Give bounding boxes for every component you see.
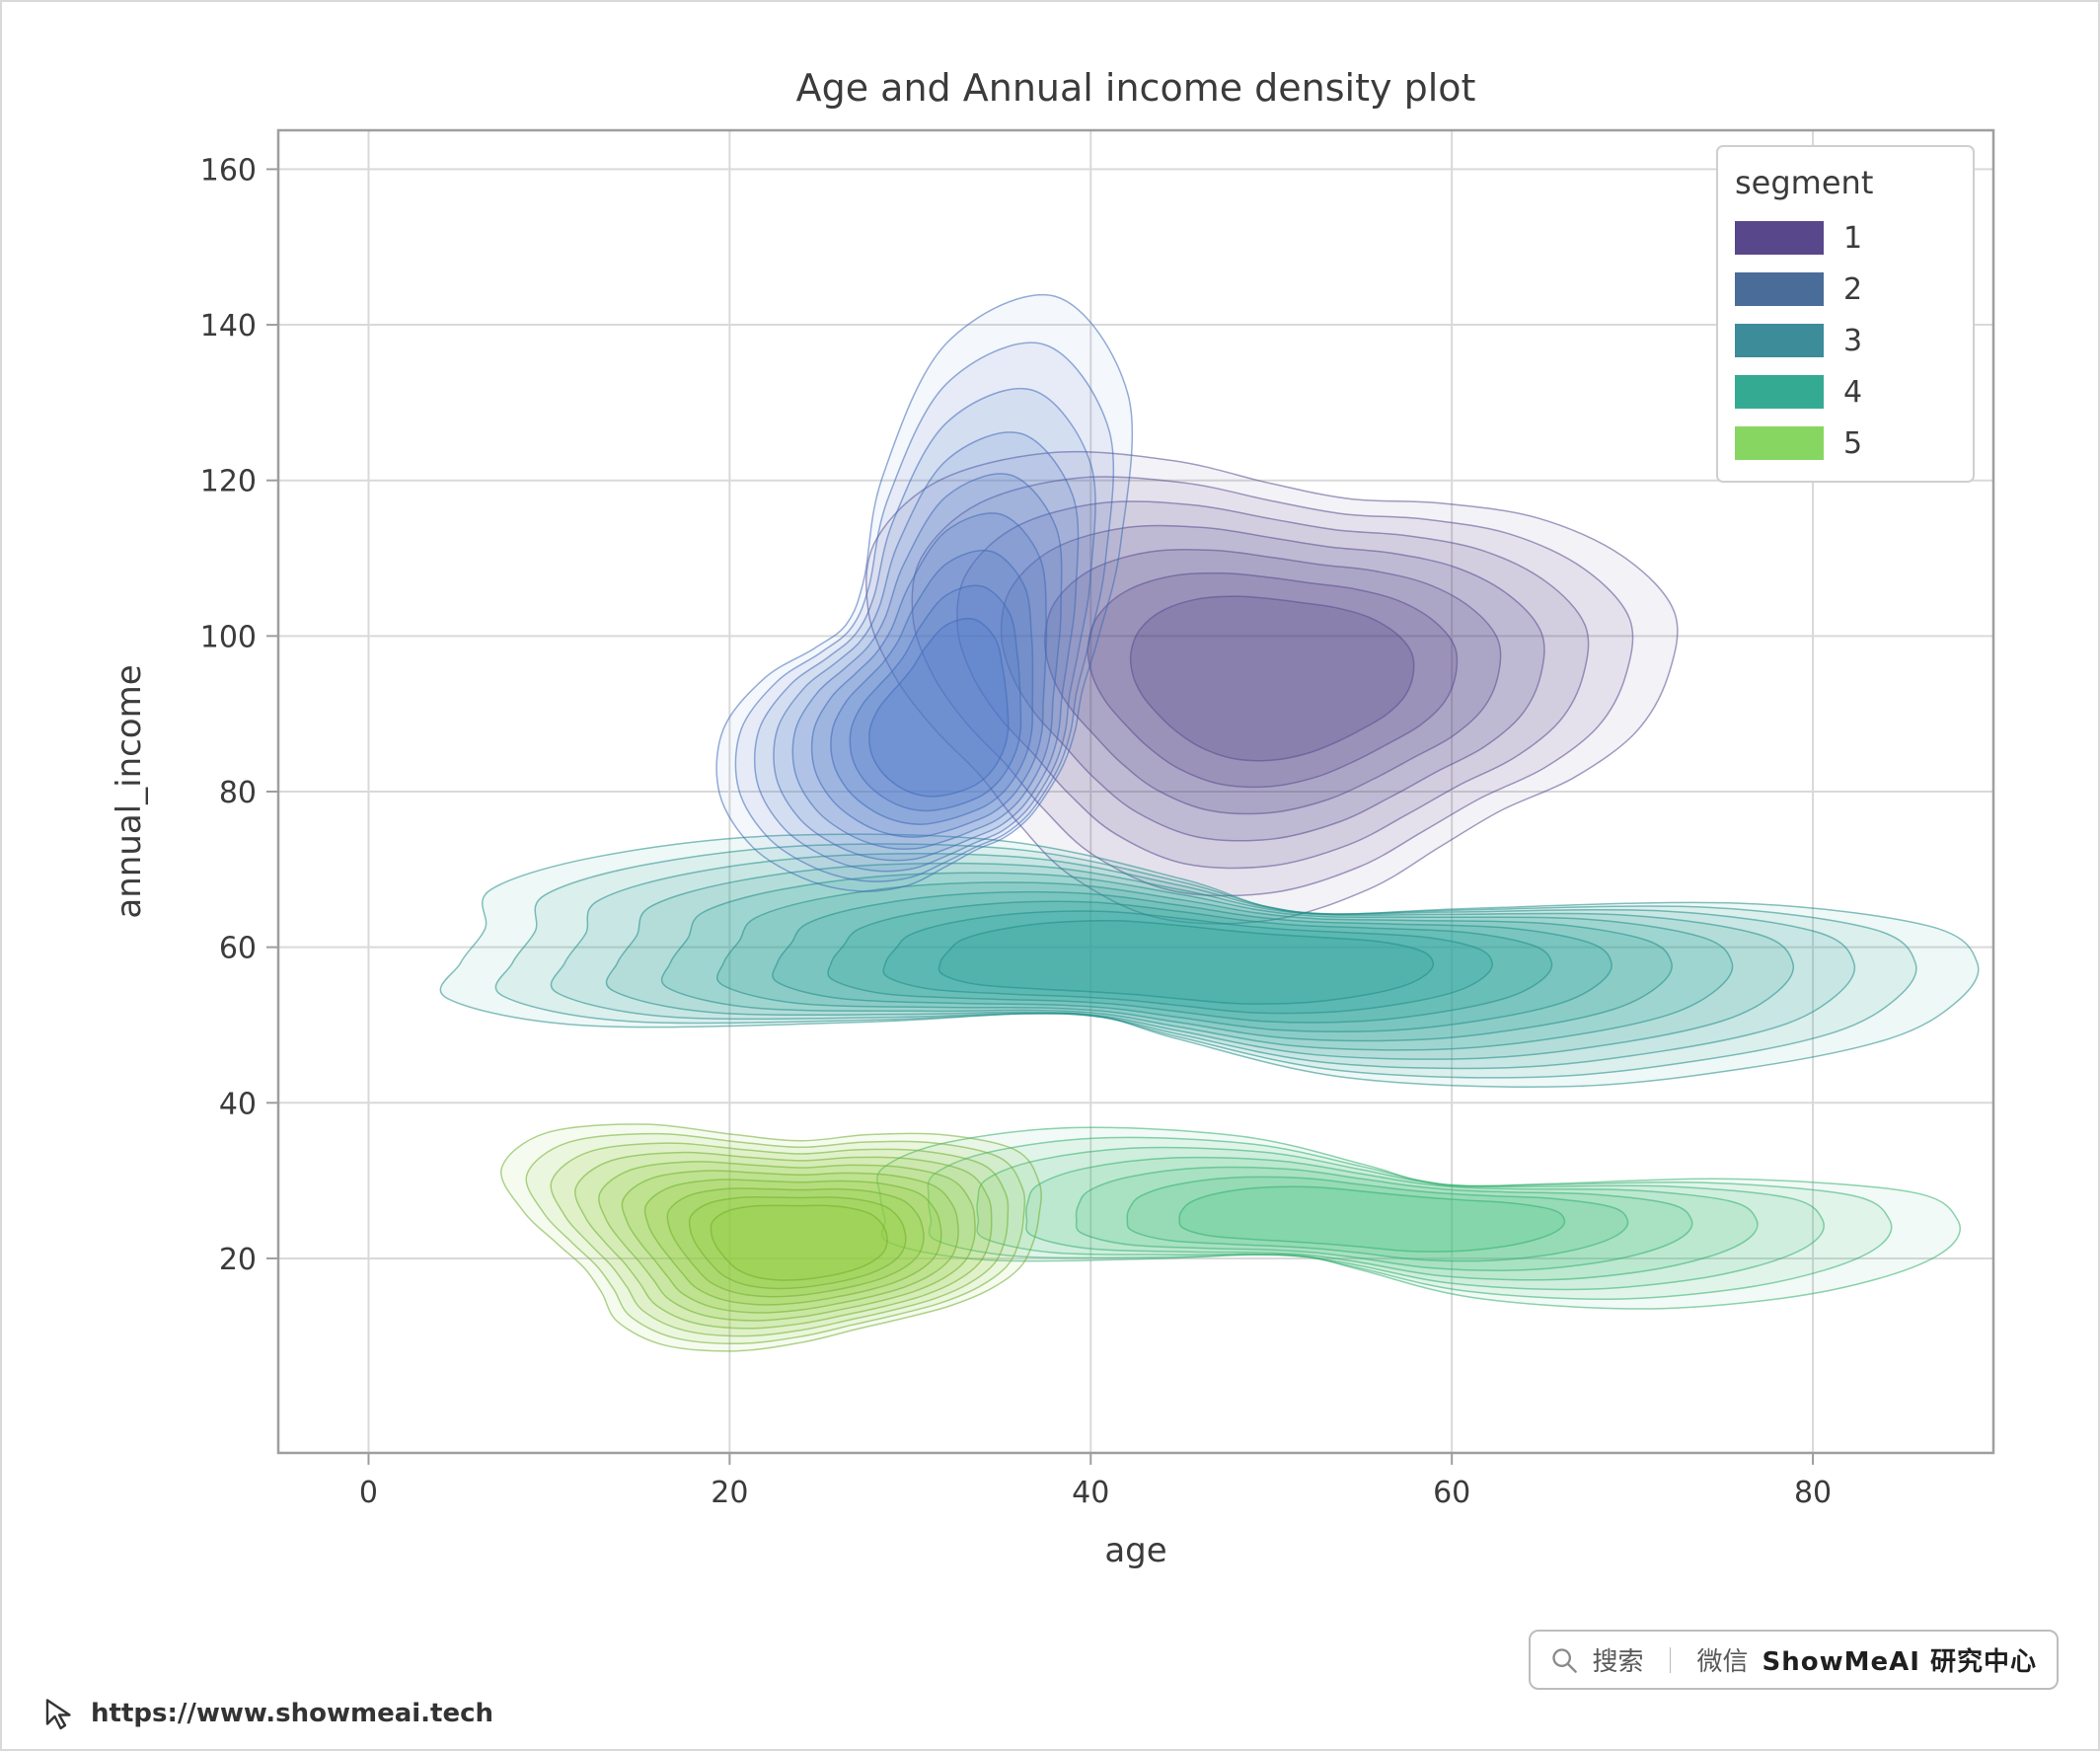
svg-text:120: 120 — [200, 465, 257, 499]
search-icon — [1550, 1646, 1578, 1674]
svg-text:60: 60 — [1433, 1476, 1470, 1510]
svg-text:40: 40 — [1072, 1476, 1109, 1510]
footer: https://www.showmeai.tech — [41, 1696, 493, 1731]
search-badge-text-left: 搜索 — [1592, 1641, 1643, 1678]
footer-url: https://www.showmeai.tech — [91, 1699, 493, 1728]
search-badge-text-mid: 微信 — [1697, 1641, 1749, 1678]
svg-text:segment: segment — [1735, 164, 1873, 201]
svg-text:1: 1 — [1843, 221, 1862, 256]
search-badge-text-bold: ShowMeAI 研究中心 — [1762, 1641, 2037, 1678]
svg-text:20: 20 — [711, 1476, 748, 1510]
cursor-icon — [41, 1696, 77, 1731]
svg-text:140: 140 — [200, 309, 257, 343]
svg-text:3: 3 — [1843, 324, 1862, 358]
svg-text:0: 0 — [359, 1476, 378, 1510]
svg-text:4: 4 — [1843, 375, 1862, 410]
chart-svg: 0 20 40 60 80 20 40 60 80 100 120 140 160 age annual_i… — [51, 32, 2053, 1621]
svg-text:40: 40 — [219, 1087, 257, 1121]
svg-text:5: 5 — [1843, 426, 1862, 461]
svg-text:age: age — [1104, 1531, 1166, 1570]
svg-text:160: 160 — [200, 153, 257, 188]
search-badge: 搜索 ｜ 微信 ShowMeAI 研究中心 — [1529, 1630, 2059, 1690]
svg-text:Age and Annual income density: Age and Annual income density plot — [796, 66, 1476, 110]
svg-text:80: 80 — [1794, 1476, 1832, 1510]
svg-text:2: 2 — [1843, 272, 1862, 307]
svg-text:20: 20 — [219, 1243, 257, 1277]
search-badge-separator: ｜ — [1657, 1641, 1683, 1678]
svg-text:80: 80 — [219, 776, 257, 810]
figure-container: 0 20 40 60 80 20 40 60 80 100 120 140 160 age annual_i… — [0, 0, 2100, 1751]
density-plot: 0 20 40 60 80 20 40 60 80 100 120 140 160 age annual_i… — [51, 32, 2053, 1621]
svg-text:100: 100 — [200, 620, 257, 654]
svg-text:annual_income: annual_income — [110, 664, 149, 918]
svg-text:60: 60 — [219, 932, 257, 966]
